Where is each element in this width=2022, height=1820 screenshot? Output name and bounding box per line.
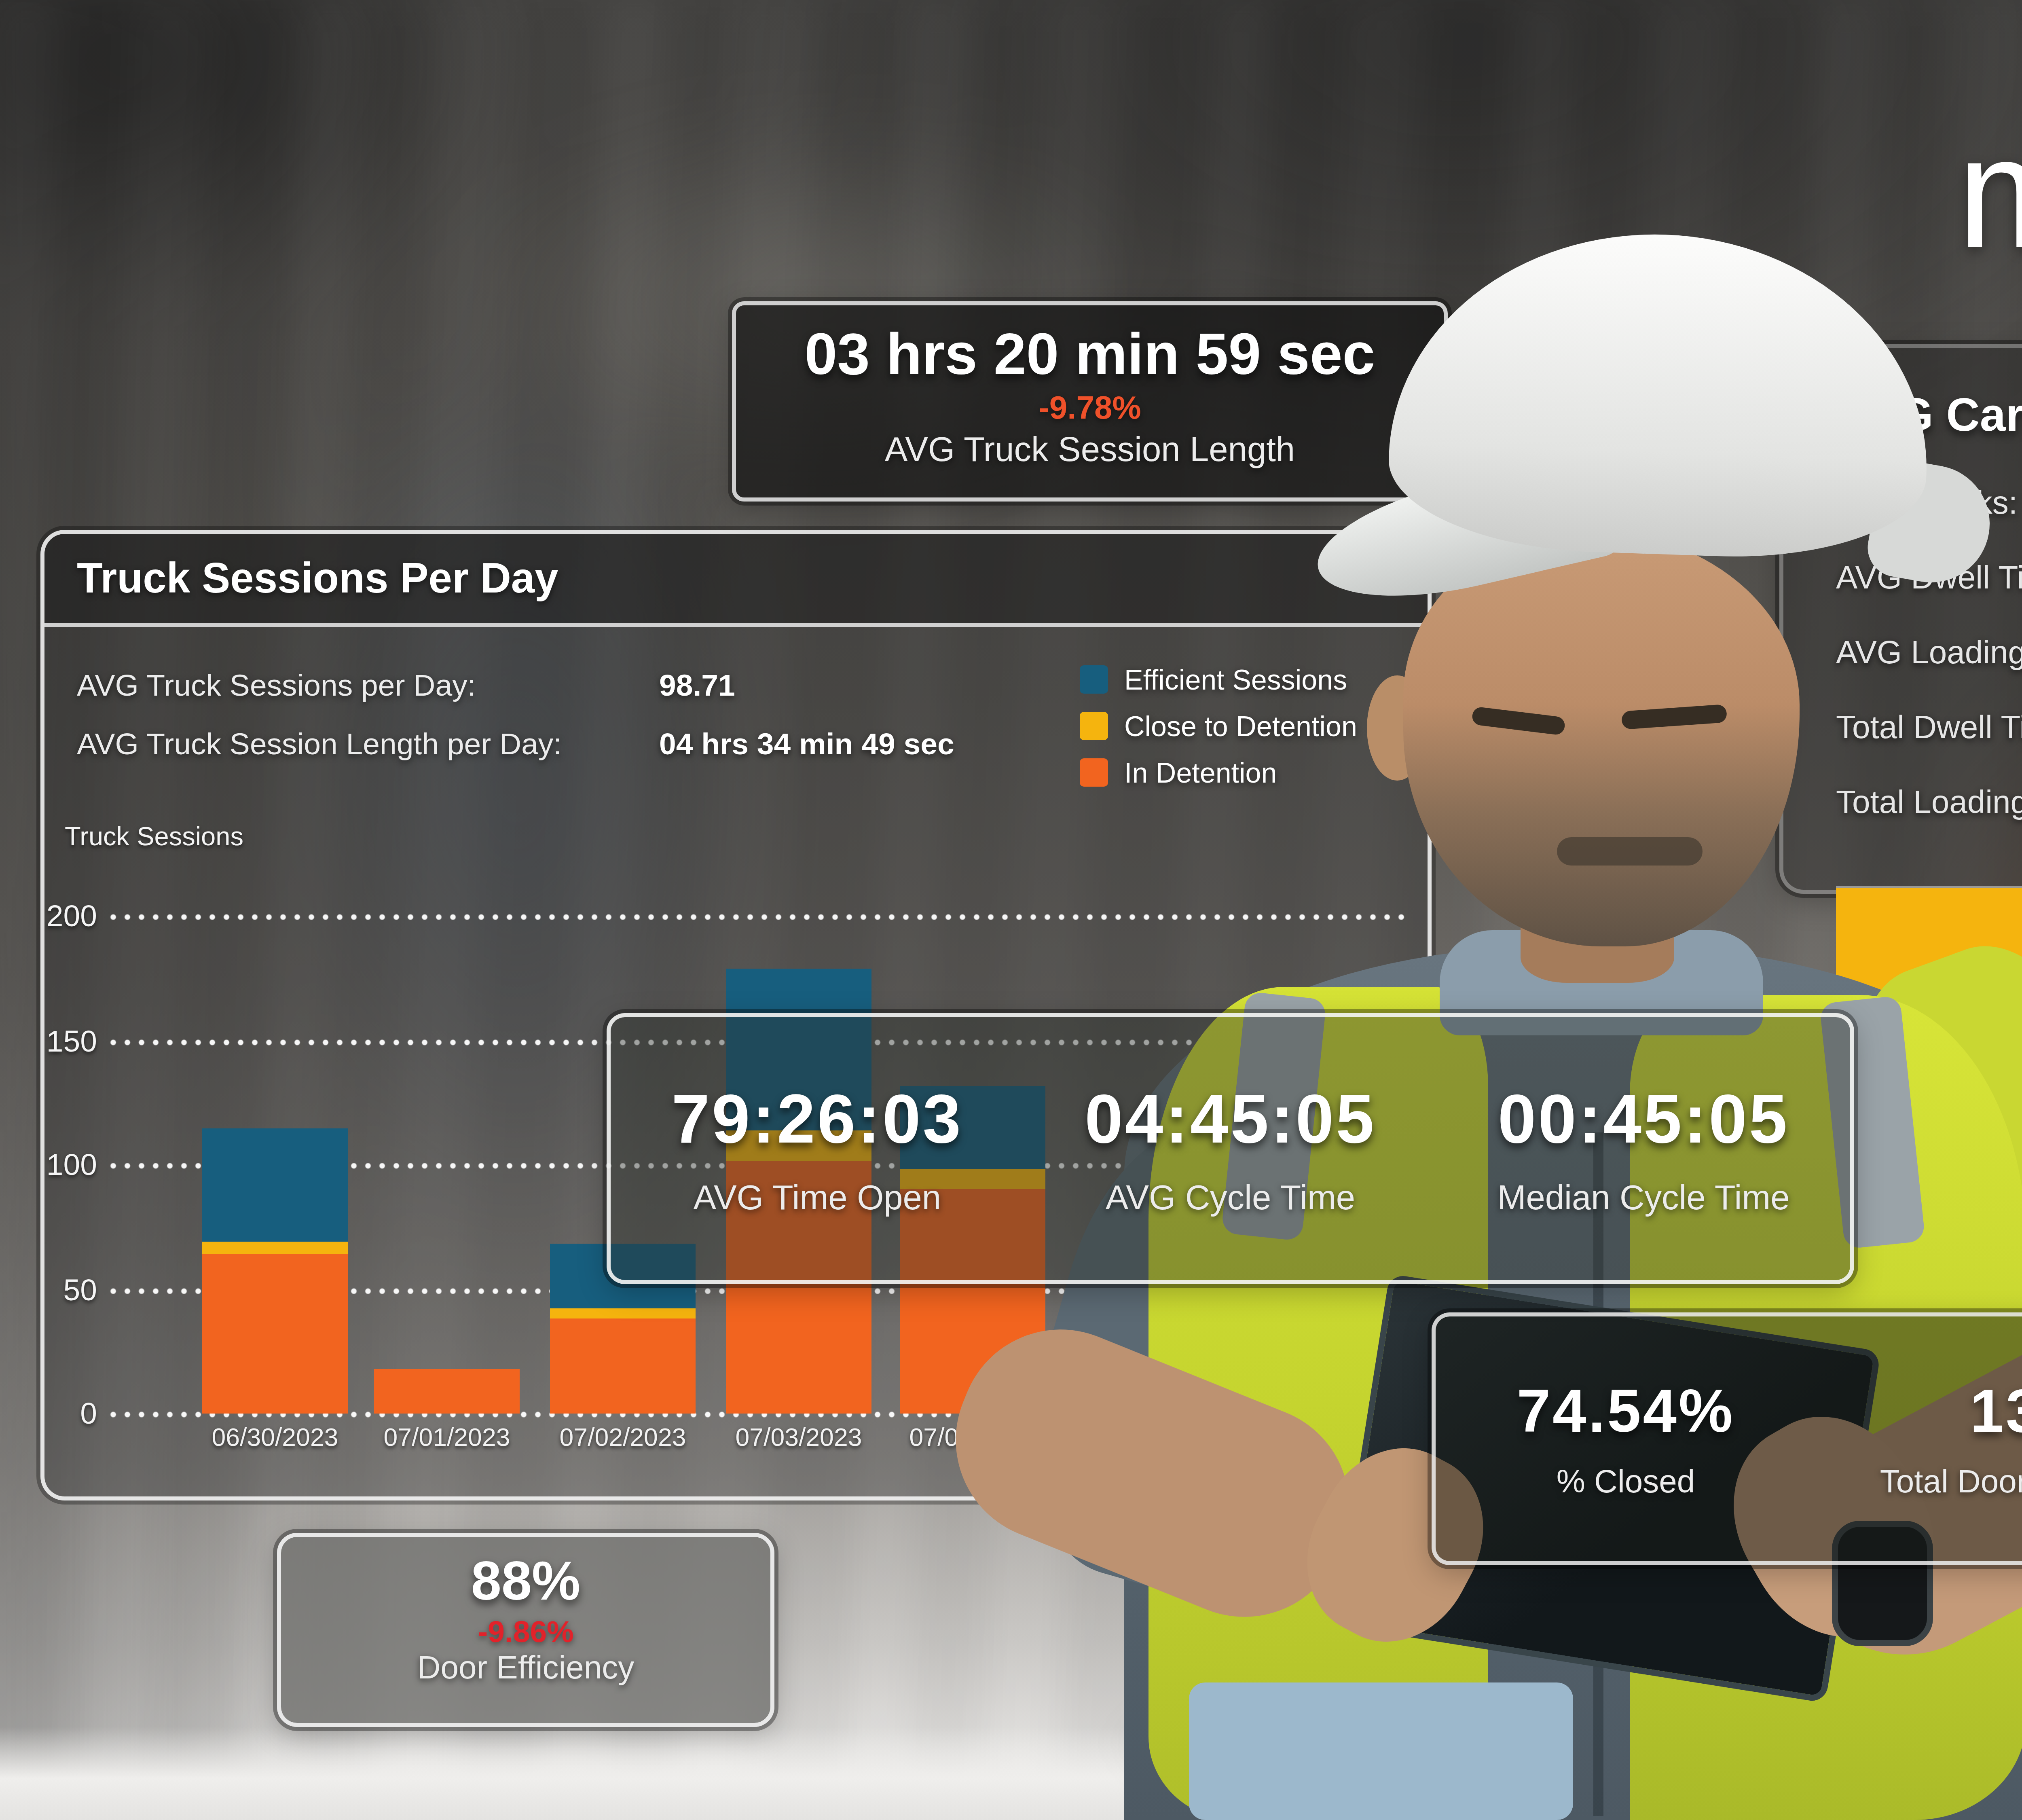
bar-segment-close-to-detention: [550, 1309, 696, 1319]
carrier-visit-stacked-bar: [1836, 886, 2022, 1064]
gridline: [109, 914, 1407, 920]
stat-label: AVG Time Open: [694, 1178, 941, 1219]
bar-segment-efficient-sessions: [202, 1128, 348, 1242]
stat-value: 13: [1970, 1377, 2022, 1446]
breakdown-label: AVG Loading Time:: [1836, 635, 2022, 671]
stat-value: 04:45:05: [1085, 1079, 1376, 1158]
session-length-delta: -9.78%: [736, 390, 1444, 427]
stat-label: AVG Cycle Time: [1106, 1178, 1355, 1219]
breakdown-label: Total Loading Time:: [1836, 785, 2022, 821]
x-axis-label: 06/30/2023: [182, 1424, 368, 1452]
y-axis-tick: 100: [44, 1147, 97, 1181]
doors-stats-card: 74.54% % Closed 13 Total Doors Open: [1432, 1312, 2022, 1565]
breakdown-label: Total Trucks:: [1836, 485, 2018, 522]
stat-label: Total Doors Open: [1880, 1464, 2022, 1500]
carrier-breakdown-title: AVG Carrier Visit Breakdown: [1836, 388, 2022, 443]
bar-segment-in-detention: [550, 1319, 696, 1414]
stat-column: 79:26:03 AVG Time Open: [611, 1017, 1024, 1280]
breakdown-row: Total Trucks:691: [1836, 485, 2022, 546]
y-axis-tick: 50: [44, 1271, 97, 1306]
x-axis-label: 07/01/2023: [354, 1424, 540, 1452]
background-floor: [0, 1727, 2022, 1820]
stat-column: 00:45:05 Median Cycle Time: [1437, 1017, 1850, 1280]
bar-segment-close-to-detention: [202, 1242, 348, 1255]
logo-my: my: [1957, 129, 2022, 255]
x-axis-label: 07/03/2023: [706, 1424, 892, 1452]
door-efficiency-delta: -9.86%: [281, 1614, 770, 1648]
x-axis-label: 07/02/2023: [530, 1424, 716, 1452]
bar-segment-in-detention: [202, 1254, 348, 1414]
breakdown-label: Total Dwell Time:: [1836, 710, 2022, 746]
door-efficiency-card: 88% -9.86% Door Efficiency: [277, 1533, 774, 1727]
breakdown-row: AVG Loading Time:01 hrs 35 min 33 sec: [1836, 635, 2022, 696]
stat-label: % Closed: [1557, 1464, 1695, 1500]
door-efficiency-value: 88%: [281, 1551, 770, 1614]
y-axis-tick: 200: [44, 898, 97, 932]
breakdown-row: AVG Dwell Time:01 hrs 46 min 41 sec: [1836, 560, 2022, 621]
x-axis-label: 07/04/2023: [880, 1424, 1066, 1452]
stat-column: 04:45:05 AVG Cycle Time: [1024, 1017, 1437, 1280]
door-efficiency-label: Door Efficiency: [281, 1650, 770, 1687]
stat-value: 74.54%: [1517, 1377, 1735, 1446]
screenshot-viewport: Truck Sessions Per Day AVG Truck Session…: [0, 0, 2022, 1820]
stat-column: 74.54% % Closed: [1436, 1316, 1816, 1561]
visit-axis-ticks: 101202: [1836, 1076, 2022, 1116]
dashboard-canvas: Truck Sessions Per Day AVG Truck Session…: [0, 0, 2022, 1820]
visit-axis-caption: Average Carrier Visit Length (min): [1836, 1132, 2022, 1165]
visit-axis-line: [1836, 1066, 2022, 1070]
breakdown-row: Total Loading Time:1094 hrs 01 min 39 se…: [1836, 785, 2022, 845]
cycle-time-stats-card: 79:26:03 AVG Time Open 04:45:05 AVG Cycle T…: [607, 1013, 1854, 1284]
carrier-breakdown-rows: Total Trucks:691 AVG Dwell Time:01 hrs 46…: [1836, 485, 2022, 849]
visit-bar-segment-dwell-time: [1836, 888, 2022, 1062]
stat-value: 79:26:03: [672, 1079, 963, 1158]
myq-enterprise-logo: my Q ® Enterprise: [1957, 57, 2022, 295]
stat-column: 13 Total Doors Open: [1816, 1316, 2022, 1561]
stat-label: Median Cycle Time: [1497, 1178, 1790, 1219]
session-length-value: 03 hrs 20 min 59 sec: [736, 322, 1444, 388]
bar-segment-in-detention: [374, 1369, 520, 1414]
breakdown-row: Total Dwell Time:1219 hrs 38 min 30 sec: [1836, 710, 2022, 770]
y-axis-tick: 150: [44, 1022, 97, 1057]
session-length-label: AVG Truck Session Length: [736, 431, 1444, 471]
stat-value: 00:45:05: [1498, 1079, 1789, 1158]
avg-truck-session-length-card: 03 hrs 20 min 59 sec -9.78% AVG Truck Se…: [732, 301, 1448, 502]
breakdown-label: AVG Dwell Time:: [1836, 560, 2022, 597]
y-axis-tick: 0: [44, 1395, 97, 1430]
